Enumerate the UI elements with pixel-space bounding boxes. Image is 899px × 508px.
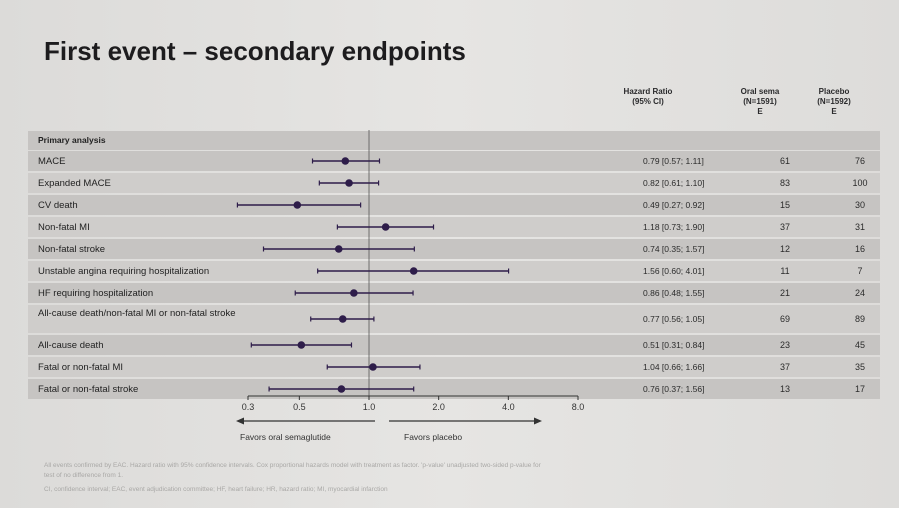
hr-point bbox=[293, 201, 302, 209]
forest-row: HF requiring hospitalization 0.86 [0.48; … bbox=[28, 283, 880, 303]
row-placebo-events: 35 bbox=[854, 362, 865, 372]
x-tick-label: 0.3 bbox=[241, 402, 255, 412]
row-oral-events: 37 bbox=[779, 362, 790, 372]
row-label: Non-fatal MI bbox=[38, 222, 90, 233]
arrow-left-icon bbox=[236, 417, 244, 425]
forest-row: Expanded MACE 0.82 [0.61; 1.10] 83 100 bbox=[28, 173, 880, 193]
row-label: CV death bbox=[38, 200, 78, 211]
arrow-right-icon bbox=[534, 417, 542, 425]
row-ci-text: 1.04 [0.66; 1.66] bbox=[643, 362, 705, 372]
header-placebo-line2: (N=1592) bbox=[817, 97, 851, 106]
row-placebo-events: 17 bbox=[854, 384, 865, 394]
row-label: All-cause death/non-fatal MI or non-fata… bbox=[38, 308, 236, 319]
forest-row: Fatal or non-fatal stroke 0.76 [0.37; 1.5… bbox=[28, 379, 880, 399]
hr-point bbox=[409, 267, 418, 275]
footnote-line1: All events confirmed by EAC. Hazard rati… bbox=[44, 462, 541, 469]
forest-row: CV death 0.49 [0.27; 0.92] 15 30 bbox=[28, 195, 880, 215]
favors-right-label: Favors placebo bbox=[404, 432, 463, 442]
header-oral-line1: Oral sema bbox=[740, 87, 780, 96]
row-ci-text: 0.74 [0.35; 1.57] bbox=[643, 244, 705, 254]
hr-point bbox=[338, 315, 347, 323]
row-ci-text: 1.56 [0.60; 4.01] bbox=[643, 266, 705, 276]
row-oral-events: 12 bbox=[779, 244, 790, 254]
row-oral-events: 83 bbox=[779, 178, 790, 188]
footnote-line3: CI, confidence interval; EAC, event adju… bbox=[44, 486, 388, 493]
hr-point bbox=[334, 245, 343, 253]
forest-row: All-cause death/non-fatal MI or non-fata… bbox=[28, 305, 880, 333]
row-placebo-events: 16 bbox=[854, 244, 865, 254]
hr-point bbox=[297, 341, 306, 349]
row-ci-text: 0.79 [0.57; 1.11] bbox=[643, 156, 704, 166]
row-oral-events: 61 bbox=[779, 156, 790, 166]
row-placebo-events: 31 bbox=[854, 222, 865, 232]
row-placebo-events: 100 bbox=[852, 178, 868, 188]
footnote-line2: test of no difference from 1. bbox=[44, 472, 124, 479]
row-ci-text: 0.82 [0.61; 1.10] bbox=[643, 178, 705, 188]
hr-point bbox=[341, 157, 350, 165]
header-placebo: Placebo (N=1592) E bbox=[808, 87, 860, 117]
row-oral-events: 11 bbox=[780, 266, 790, 276]
x-tick-label: 0.5 bbox=[293, 402, 306, 412]
hr-point bbox=[337, 385, 346, 393]
row-ci-text: 1.18 [0.73; 1.90] bbox=[643, 222, 705, 232]
row-oral-events: 15 bbox=[779, 200, 790, 210]
header-oral-line2: (N=1591) bbox=[743, 97, 777, 106]
forest-row: Non-fatal stroke 0.74 [0.35; 1.57] 12 16 bbox=[28, 239, 880, 259]
header-hazard-ratio: Hazard Ratio (95% CI) bbox=[612, 87, 684, 107]
section-row: Primary analysis bbox=[28, 131, 880, 150]
row-oral-events: 13 bbox=[779, 384, 790, 394]
row-label: Expanded MACE bbox=[38, 178, 111, 189]
row-ci-text: 0.51 [0.31; 0.84] bbox=[643, 340, 705, 350]
header-hr-line2: (95% CI) bbox=[632, 97, 664, 106]
header-hr-line1: Hazard Ratio bbox=[623, 87, 673, 96]
row-oral-events: 21 bbox=[779, 288, 790, 298]
x-tick-label: 4.0 bbox=[502, 402, 515, 412]
row-label: Fatal or non-fatal MI bbox=[38, 362, 124, 373]
header-oral-sema: Oral sema (N=1591) E bbox=[735, 87, 785, 117]
row-ci-text: 0.76 [0.37; 1.56] bbox=[643, 384, 705, 394]
row-placebo-events: 24 bbox=[854, 288, 865, 298]
slide-title: First event – secondary endpoints bbox=[44, 36, 466, 66]
hr-point bbox=[350, 289, 358, 297]
row-ci-text: 0.49 [0.27; 0.92] bbox=[643, 200, 705, 210]
hr-point bbox=[345, 179, 353, 187]
section-label: Primary analysis bbox=[38, 135, 106, 145]
forest-row: Fatal or non-fatal MI 1.04 [0.66; 1.66] 37… bbox=[28, 357, 880, 377]
x-tick-label: 2.0 bbox=[432, 402, 445, 412]
row-oral-events: 69 bbox=[779, 314, 790, 324]
row-placebo-events: 7 bbox=[857, 266, 863, 276]
header-placebo-line3: E bbox=[831, 107, 837, 116]
header-oral-line3: E bbox=[757, 107, 763, 116]
row-ci-text: 0.77 [0.56; 1.05] bbox=[643, 314, 705, 324]
row-placebo-events: 30 bbox=[854, 200, 865, 210]
row-oral-events: 23 bbox=[779, 340, 790, 350]
x-tick-label: 8.0 bbox=[571, 402, 585, 412]
row-placebo-events: 45 bbox=[854, 340, 865, 350]
header-placebo-line1: Placebo bbox=[818, 87, 850, 96]
row-label: All-cause death bbox=[38, 340, 104, 351]
row-ci-text: 0.86 [0.48; 1.55] bbox=[643, 288, 705, 298]
favors-left-label: Favors oral semaglutide bbox=[240, 432, 331, 442]
forest-row: MACE 0.79 [0.57; 1.11] 61 76 bbox=[28, 151, 880, 171]
row-oral-events: 37 bbox=[779, 222, 790, 232]
row-placebo-events: 76 bbox=[854, 156, 865, 166]
row-label: Unstable angina requiring hospitalizatio… bbox=[38, 266, 210, 277]
hr-point bbox=[369, 363, 377, 371]
row-label: HF requiring hospitalization bbox=[38, 288, 154, 299]
row-placebo-events: 89 bbox=[854, 314, 865, 324]
row-label: Non-fatal stroke bbox=[38, 244, 106, 255]
forest-row: Non-fatal MI 1.18 [0.73; 1.90] 37 31 bbox=[28, 217, 880, 237]
x-tick-label: 1.0 bbox=[362, 402, 376, 412]
forest-row: All-cause death 0.51 [0.31; 0.84] 23 45 bbox=[28, 335, 880, 355]
row-label: MACE bbox=[38, 156, 66, 167]
hr-point bbox=[381, 223, 390, 231]
row-label: Fatal or non-fatal stroke bbox=[38, 384, 139, 395]
